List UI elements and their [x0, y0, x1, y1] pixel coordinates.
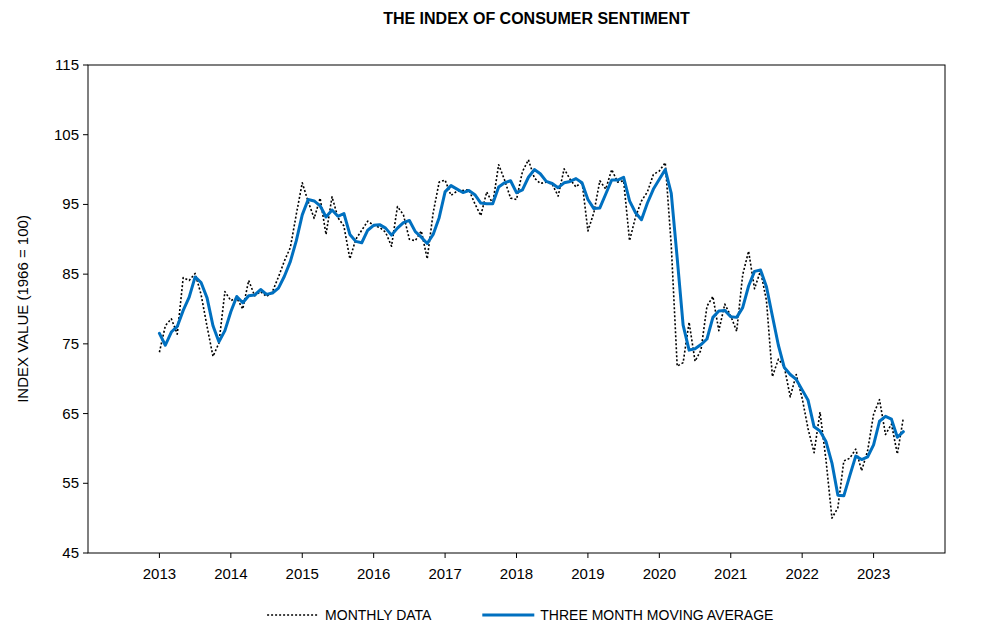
- plot-area: [159, 160, 903, 518]
- x-tick: [159, 553, 160, 558]
- x-tick-label: 2014: [214, 565, 247, 582]
- x-tick: [516, 553, 517, 558]
- y-tick-label: 55: [62, 474, 79, 491]
- y-tick-label: 95: [62, 195, 79, 212]
- x-tick-label: 2013: [143, 565, 176, 582]
- legend-label: THREE MONTH MOVING AVERAGE: [540, 607, 773, 623]
- x-tick-label: 2016: [357, 565, 390, 582]
- y-tick: [83, 413, 88, 414]
- y-tick-label: 65: [62, 405, 79, 422]
- y-tick-label: 45: [62, 544, 79, 561]
- series-line: [159, 170, 903, 496]
- x-tick: [373, 553, 374, 558]
- x-tick-label: 2021: [714, 565, 747, 582]
- legend-label: MONTHLY DATA: [325, 607, 432, 623]
- y-tick-label: 115: [55, 56, 79, 73]
- y-tick-label: 85: [62, 265, 79, 282]
- y-tick-label: 75: [62, 335, 79, 352]
- x-tick-label: 2022: [785, 565, 818, 582]
- x-tick: [873, 553, 874, 558]
- x-tick: [445, 553, 446, 558]
- series-line: [159, 160, 903, 518]
- title: THE INDEX OF CONSUMER SENTIMENT: [383, 10, 690, 27]
- x-tick: [302, 553, 303, 558]
- x-tick-label: 2019: [571, 565, 604, 582]
- legend: MONTHLY DATA THREE MONTH MOVING AVERAGE: [267, 607, 773, 623]
- y-tick: [83, 204, 88, 205]
- y-tick: [83, 483, 88, 484]
- legend-swatch: [267, 614, 319, 616]
- x-tick: [659, 553, 660, 558]
- legend-swatch: [482, 614, 534, 617]
- x-tick-label: 2023: [857, 565, 890, 582]
- x-tick: [802, 553, 803, 558]
- y-axis-label: INDEX VALUE (1966 = 100): [14, 215, 31, 403]
- chart: THE INDEX OF CONSUMER SENTIMENT INDEX VAL…: [0, 0, 995, 644]
- x-tick: [230, 553, 231, 558]
- y-tick: [83, 134, 88, 135]
- plot-frame: [88, 65, 945, 553]
- y-tick: [83, 343, 88, 344]
- y-tick: [83, 65, 88, 66]
- x-tick-label: 2015: [286, 565, 319, 582]
- y-tick: [83, 553, 88, 554]
- y-tick-label: 105: [54, 126, 79, 143]
- y-tick: [83, 274, 88, 275]
- x-tick-label: 2018: [500, 565, 533, 582]
- x-tick-label: 2017: [428, 565, 461, 582]
- x-tick: [730, 553, 731, 558]
- x-tick: [587, 553, 588, 558]
- x-tick-label: 2020: [643, 565, 676, 582]
